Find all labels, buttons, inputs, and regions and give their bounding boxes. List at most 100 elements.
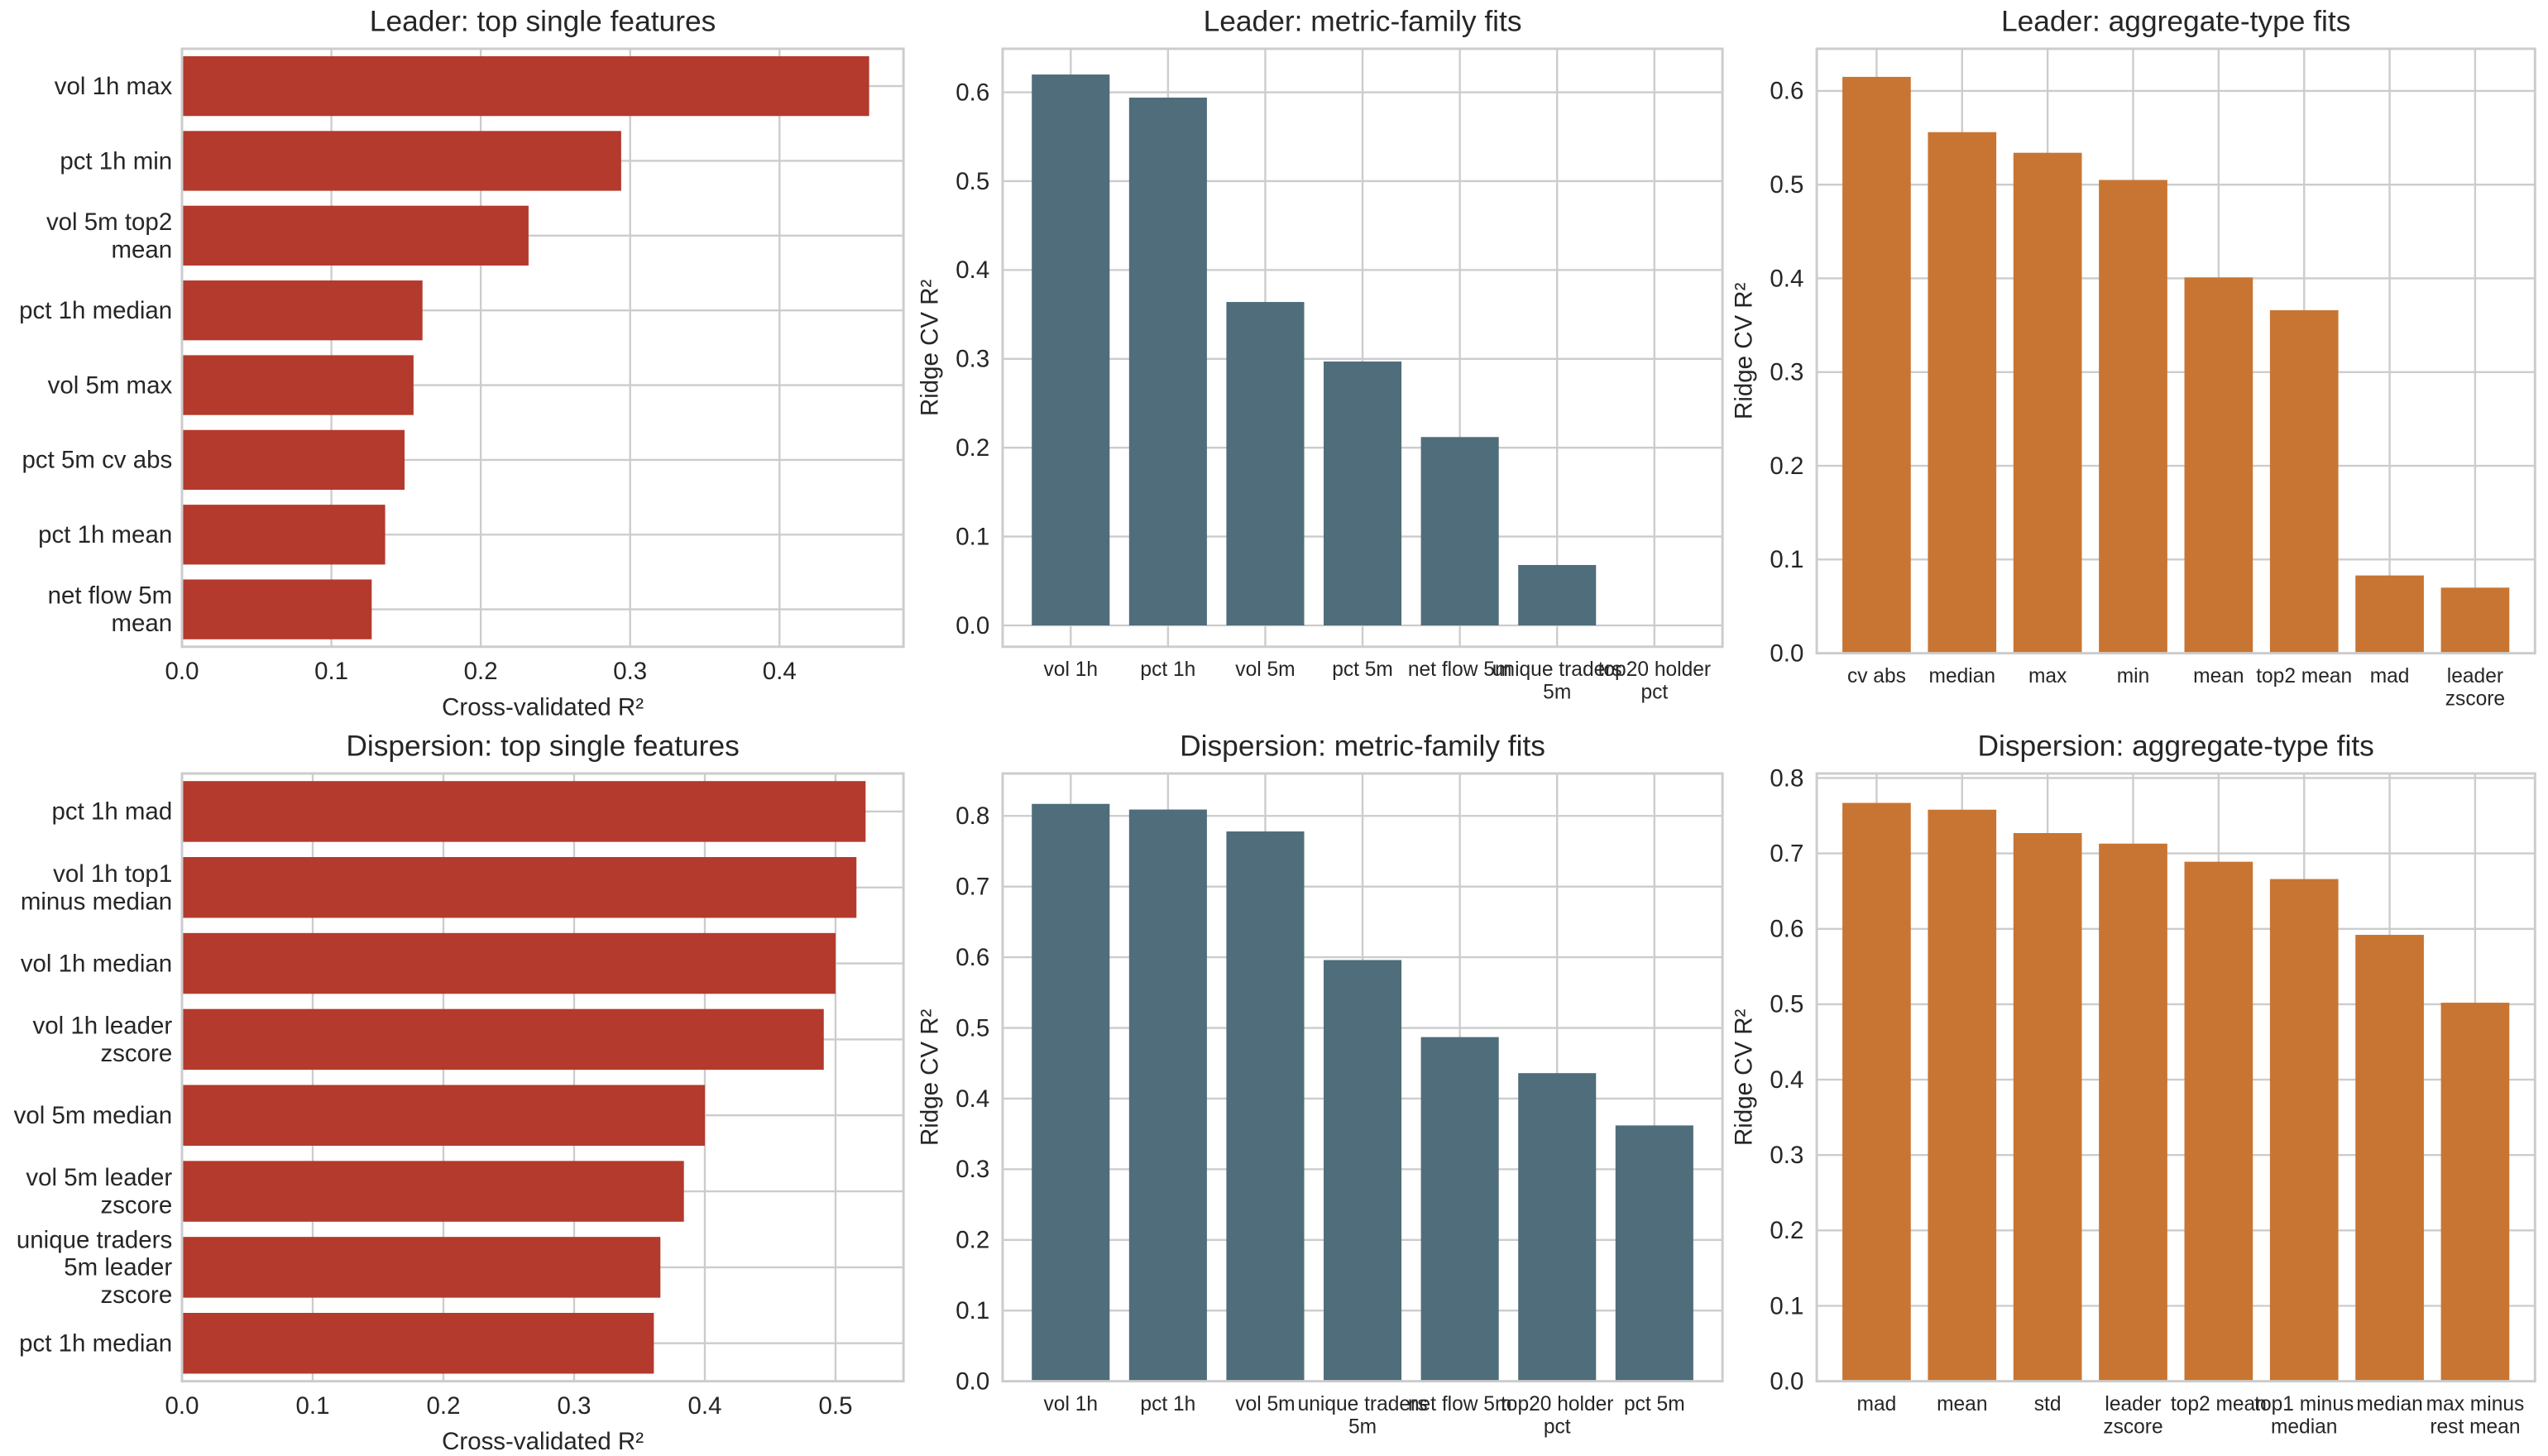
bar bbox=[1324, 960, 1402, 1382]
bar bbox=[2440, 587, 2510, 654]
x-axis-label: Cross-validated R² bbox=[442, 1428, 644, 1455]
y-category-label: vol 1h leader zscore bbox=[33, 1013, 173, 1067]
x-tick-label: 0.3 bbox=[558, 1392, 592, 1420]
y-tick-label: 0.1 bbox=[956, 1297, 989, 1324]
bar bbox=[2440, 1003, 2510, 1382]
bar bbox=[1226, 302, 1305, 626]
bar bbox=[2099, 843, 2167, 1382]
bar bbox=[182, 1008, 824, 1070]
x-category-label: max minus rest mean bbox=[2426, 1393, 2525, 1439]
bar bbox=[1842, 802, 1911, 1382]
bar bbox=[182, 55, 869, 117]
y-tick-label: 0.1 bbox=[1770, 546, 1803, 573]
y-axis-label: Ridge CV R² bbox=[1731, 1008, 1758, 1146]
axes-frame bbox=[1001, 47, 1724, 649]
x-category-label: min bbox=[2117, 665, 2150, 687]
bar bbox=[182, 205, 529, 266]
y-tick-label: 0.0 bbox=[1770, 1367, 1803, 1395]
y-tick-label: 0.5 bbox=[956, 168, 989, 195]
x-tick-label: 0.2 bbox=[464, 658, 498, 685]
bar bbox=[1420, 437, 1499, 626]
chart-panel-1: Leader: top single features 0.0 0.1 0.2 0.3 0… bbox=[19, 5, 905, 721]
y-tick-label: 0.4 bbox=[956, 1085, 989, 1113]
bar bbox=[182, 280, 423, 341]
bar bbox=[1842, 76, 1911, 654]
y-tick-label: 0.5 bbox=[956, 1014, 989, 1042]
y-category-label: pct 1h median bbox=[19, 297, 172, 324]
y-category-label: pct 5m cv abs bbox=[22, 447, 173, 474]
chart-panel-2: Leader: metric-family fits 0.0 0.1 0.2 0.3 0.… bbox=[916, 5, 1724, 704]
y-category-label: net flow 5m mean bbox=[48, 582, 173, 637]
bar bbox=[1226, 831, 1305, 1382]
bar bbox=[2099, 180, 2167, 654]
x-category-label: mad bbox=[2370, 665, 2410, 687]
x-category-label: max bbox=[2028, 665, 2067, 687]
bar bbox=[182, 1085, 705, 1146]
x-tick-label: 0.4 bbox=[763, 658, 797, 685]
bar bbox=[2355, 575, 2424, 654]
y-tick-label: 0.1 bbox=[956, 523, 989, 550]
bar bbox=[182, 355, 414, 415]
bar bbox=[2355, 935, 2424, 1382]
bar bbox=[1518, 1073, 1597, 1382]
y-category-label: unique traders 5m leader zscore bbox=[17, 1226, 172, 1309]
y-tick-label: 0.4 bbox=[956, 256, 989, 284]
x-tick-label: 0.0 bbox=[165, 1392, 199, 1420]
bar bbox=[2184, 277, 2253, 654]
y-tick-label: 0.6 bbox=[956, 944, 989, 971]
x-category-label: mean bbox=[2193, 665, 2244, 687]
y-category-label: vol 5m median bbox=[14, 1102, 173, 1129]
y-tick-label: 0.0 bbox=[956, 612, 989, 639]
x-category-label: top1 minus median bbox=[2254, 1393, 2354, 1439]
y-tick-label: 0.6 bbox=[1770, 78, 1803, 105]
axes-frame bbox=[1815, 47, 2536, 655]
y-tick-label: 0.6 bbox=[1770, 916, 1803, 943]
bar bbox=[1032, 803, 1110, 1382]
x-tick-label: 0.3 bbox=[613, 658, 647, 685]
y-category-label: vol 5m max bbox=[48, 371, 173, 399]
x-tick-label: 0.0 bbox=[165, 658, 199, 685]
y-tick-label: 0.2 bbox=[1770, 453, 1803, 480]
x-category-label: pct 5m bbox=[1624, 1393, 1685, 1415]
y-tick-label: 0.8 bbox=[1770, 764, 1803, 792]
x-category-label: std bbox=[2034, 1393, 2062, 1415]
bar bbox=[182, 505, 386, 565]
x-category-label: cv abs bbox=[1847, 665, 1906, 687]
bar bbox=[1324, 362, 1402, 626]
x-tick-label: 0.5 bbox=[819, 1392, 853, 1420]
bar bbox=[2013, 152, 2082, 654]
x-axis-label: Cross-validated R² bbox=[442, 693, 644, 721]
bar bbox=[182, 1161, 684, 1222]
axes-frame bbox=[180, 47, 905, 649]
bar bbox=[182, 781, 866, 842]
axes-frame bbox=[1815, 772, 2536, 1383]
y-tick-label: 0.0 bbox=[1770, 639, 1803, 667]
chart-title: Dispersion: top single features bbox=[346, 730, 739, 762]
bar bbox=[182, 857, 857, 918]
x-category-label: pct 1h bbox=[1140, 659, 1195, 681]
bar bbox=[182, 429, 405, 491]
y-axis-label: Ridge CV R² bbox=[916, 280, 943, 417]
chart-title: Leader: aggregate-type fits bbox=[2001, 5, 2350, 37]
bar bbox=[1032, 74, 1110, 626]
y-tick-label: 0.2 bbox=[956, 434, 989, 462]
y-category-label: pct 1h mean bbox=[38, 521, 172, 548]
x-category-label: median bbox=[1929, 665, 1996, 687]
bar bbox=[1615, 1125, 1693, 1382]
y-category-label: vol 5m top2 mean bbox=[46, 208, 172, 263]
chart-panel-5: Dispersion: metric-family fits 0.0 0.1 0.2 0… bbox=[916, 730, 1724, 1439]
x-tick-label: 0.2 bbox=[427, 1392, 461, 1420]
y-category-label: pct 1h min bbox=[60, 147, 172, 175]
y-category-label: pct 1h median bbox=[19, 1330, 172, 1358]
x-category-label: top20 holder pct bbox=[1598, 659, 1711, 703]
axes-frame bbox=[1001, 772, 1724, 1383]
chart-title: Leader: top single features bbox=[370, 5, 716, 37]
y-tick-label: 0.8 bbox=[956, 802, 989, 830]
x-tick-label: 0.4 bbox=[688, 1392, 722, 1420]
x-category-label: vol 5m bbox=[1235, 659, 1295, 681]
y-tick-label: 0.7 bbox=[956, 873, 989, 900]
y-tick-label: 0.7 bbox=[1770, 840, 1803, 867]
x-category-label: unique traders 5m bbox=[1298, 1393, 1428, 1439]
x-category-label: mad bbox=[1857, 1393, 1897, 1415]
